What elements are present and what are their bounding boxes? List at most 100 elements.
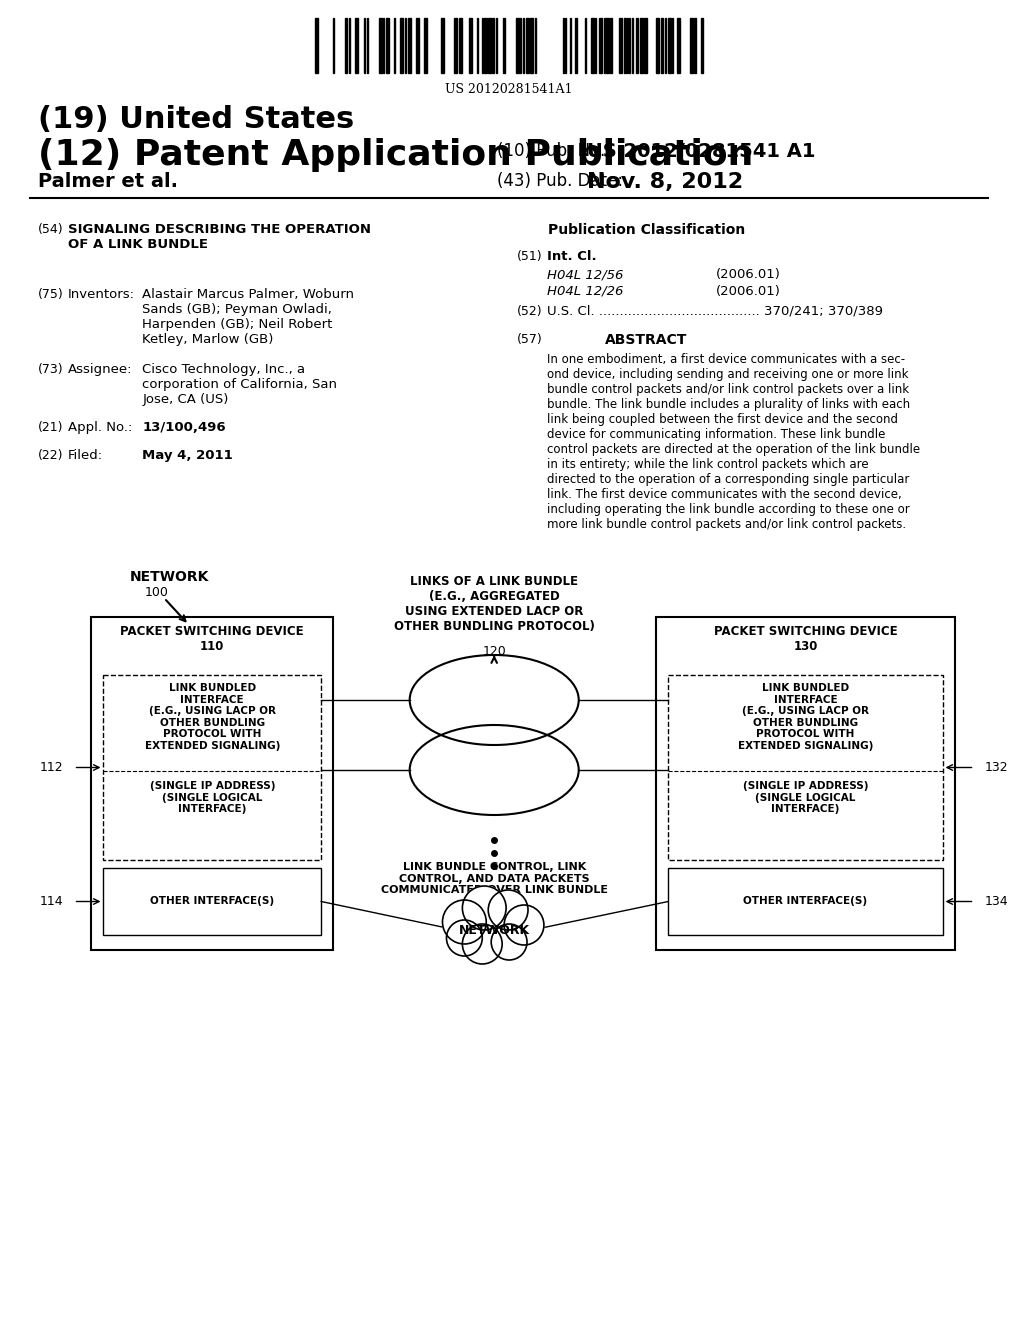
Bar [455,18,458,73]
Bar [640,18,643,73]
Bar [677,18,680,73]
Bar [308,18,706,73]
Bar [315,18,318,73]
Text: PACKET SWITCHING DEVICE
110: PACKET SWITCHING DEVICE 110 [121,624,304,653]
Bar [399,18,402,73]
Text: LINK BUNDLED
INTERFACE
(E.G., USING LACP OR
OTHER BUNDLING
PROTOCOL WITH
EXTENDE: LINK BUNDLED INTERFACE (E.G., USING LACP… [144,682,280,751]
Text: H04L 12/56: H04L 12/56 [547,268,624,281]
Text: Int. Cl.: Int. Cl. [547,249,597,263]
Bar [605,18,608,73]
Bar [625,18,627,73]
Text: 134: 134 [984,895,1008,908]
Bar [662,18,664,73]
Circle shape [488,890,528,931]
Circle shape [492,924,527,960]
Bar [656,616,954,950]
Bar [484,18,487,73]
Bar [690,18,693,73]
Text: (19) United States: (19) United States [38,106,354,135]
Bar [526,18,529,73]
Bar [516,18,519,73]
Text: (75): (75) [38,288,63,301]
Circle shape [463,886,506,931]
Text: (10) Pub. No.:: (10) Pub. No.: [498,143,611,160]
Text: 132: 132 [984,762,1008,774]
Bar [669,869,943,935]
Text: (51): (51) [517,249,543,263]
Bar [609,18,611,73]
Bar [493,18,495,73]
Bar [530,18,532,73]
Text: Publication Classification: Publication Classification [548,223,744,238]
Text: H04L 12/26: H04L 12/26 [547,285,624,298]
Bar [488,18,492,73]
Text: 100: 100 [144,586,168,599]
Text: OTHER INTERFACE(S): OTHER INTERFACE(S) [151,896,274,907]
Bar [644,18,647,73]
Bar [103,675,322,861]
Bar [503,18,505,73]
Bar [91,616,333,950]
Bar [416,18,419,73]
Bar [620,18,623,73]
Text: (21): (21) [38,421,63,434]
Text: Cisco Technology, Inc., a
corporation of California, San
Jose, CA (US): Cisco Technology, Inc., a corporation of… [142,363,337,407]
Bar [656,18,659,73]
Bar [701,18,703,73]
Text: LINKS OF A LINK BUNDLE
(E.G., AGGREGATED
USING EXTENDED LACP OR
OTHER BUNDLING P: LINKS OF A LINK BUNDLE (E.G., AGGREGATED… [394,576,595,634]
Text: US 2012/0281541 A1: US 2012/0281541 A1 [587,143,815,161]
Text: LINK BUNDLED
INTERFACE
(E.G., USING LACP OR
OTHER BUNDLING
PROTOCOL WITH
EXTENDE: LINK BUNDLED INTERFACE (E.G., USING LACP… [737,682,873,751]
Text: NETWORK: NETWORK [459,924,529,936]
Bar [424,18,427,73]
Bar [355,18,358,73]
Circle shape [442,900,486,944]
Text: (57): (57) [517,333,543,346]
Text: LINK BUNDLE CONTROL, LINK
CONTROL, AND DATA PACKETS
COMMUNICATED OVER LINK BUNDL: LINK BUNDLE CONTROL, LINK CONTROL, AND D… [381,862,607,895]
Text: 112: 112 [40,762,63,774]
Text: (SINGLE IP ADDRESS)
(SINGLE LOGICAL
INTERFACE): (SINGLE IP ADDRESS) (SINGLE LOGICAL INTE… [150,781,275,814]
Text: ABSTRACT: ABSTRACT [605,333,687,347]
Text: In one embodiment, a first device communicates with a sec-
ond device, including: In one embodiment, a first device commun… [547,352,920,531]
Text: (SINGLE IP ADDRESS)
(SINGLE LOGICAL
INTERFACE): (SINGLE IP ADDRESS) (SINGLE LOGICAL INTE… [742,781,868,814]
Text: Palmer et al.: Palmer et al. [38,172,178,191]
Text: Nov. 8, 2012: Nov. 8, 2012 [587,172,742,191]
Text: (22): (22) [38,449,63,462]
Text: Alastair Marcus Palmer, Woburn
Sands (GB); Peyman Owladi,
Harpenden (GB); Neil R: Alastair Marcus Palmer, Woburn Sands (GB… [142,288,354,346]
Bar [386,18,389,73]
Text: U.S. Cl. ....................................... 370/241; 370/389: U.S. Cl. ...............................… [547,305,883,318]
Circle shape [504,906,544,945]
Text: May 4, 2011: May 4, 2011 [142,449,232,462]
Text: Assignee:: Assignee: [68,363,132,376]
Text: (2006.01): (2006.01) [716,268,781,281]
Text: 120: 120 [482,645,506,657]
Bar [694,18,696,73]
Bar [469,18,472,73]
Text: Inventors:: Inventors: [68,288,134,301]
Bar [599,18,601,73]
Bar [574,18,577,73]
Bar [460,18,463,73]
Text: (73): (73) [38,363,63,376]
Bar [441,18,444,73]
Bar [591,18,594,73]
Text: OTHER INTERFACE(S): OTHER INTERFACE(S) [743,896,867,907]
Text: 13/100,496: 13/100,496 [142,421,226,434]
Text: (54): (54) [38,223,63,236]
Bar [379,18,382,73]
Text: Appl. No.:: Appl. No.: [68,421,132,434]
Circle shape [446,920,482,956]
Text: (2006.01): (2006.01) [716,285,781,298]
Circle shape [463,924,502,964]
Text: 125: 125 [482,907,506,920]
Text: US 20120281541A1: US 20120281541A1 [445,83,572,96]
Bar [345,18,347,73]
Text: 114: 114 [40,895,63,908]
Text: SIGNALING DESCRIBING THE OPERATION
OF A LINK BUNDLE: SIGNALING DESCRIBING THE OPERATION OF A … [68,223,371,251]
Bar [636,18,638,73]
Bar [669,675,943,861]
Text: (43) Pub. Date:: (43) Pub. Date: [498,172,624,190]
Text: (52): (52) [517,305,543,318]
Bar [669,18,671,73]
Bar [408,18,411,73]
Text: NETWORK: NETWORK [129,570,209,583]
